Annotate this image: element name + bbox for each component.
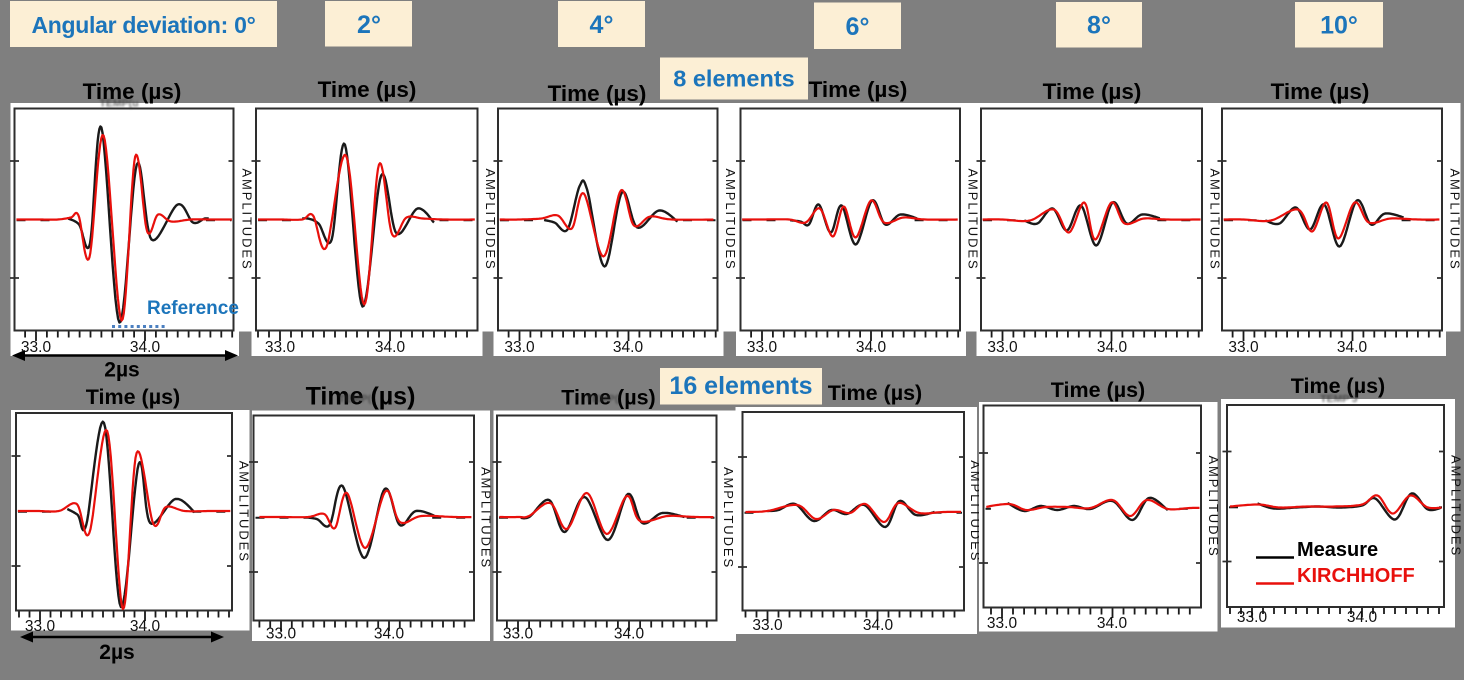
- svg-text:KIRCHHOFF: KIRCHHOFF: [1297, 565, 1415, 587]
- svg-text:33.0: 33.0: [504, 339, 535, 356]
- svg-text:Time (µs): Time (µs): [83, 79, 182, 104]
- svg-text:TEMP(: TEMP(: [339, 393, 372, 405]
- svg-text:Time (µs): Time (µs): [86, 385, 180, 409]
- svg-text:Time (µs): Time (µs): [828, 381, 922, 405]
- svg-text:AMPLITUDES: AMPLITUDES: [240, 168, 255, 270]
- svg-text:Time (µs): Time (µs): [1291, 374, 1385, 398]
- svg-text:AMPLITUDES: AMPLITUDES: [1448, 168, 1463, 270]
- svg-text:33.0: 33.0: [21, 339, 52, 356]
- svg-text:33.0: 33.0: [266, 626, 297, 643]
- svg-text:33.0: 33.0: [987, 615, 1018, 632]
- svg-text:8 elements: 8 elements: [673, 66, 794, 92]
- svg-text:Angular deviation: 0°: Angular deviation: 0°: [32, 12, 256, 38]
- svg-text:34.0: 34.0: [1337, 339, 1368, 356]
- svg-text:2°: 2°: [357, 11, 381, 39]
- svg-text:AMPLITUDES: AMPLITUDES: [1208, 168, 1223, 270]
- svg-text:AMPLITUDES: AMPLITUDES: [723, 168, 738, 270]
- svg-text:Time (µs): Time (µs): [318, 77, 417, 102]
- svg-text:Time (µs): Time (µs): [1043, 79, 1142, 104]
- svg-text:33.0: 33.0: [503, 626, 534, 643]
- svg-text:34.0: 34.0: [1097, 339, 1128, 356]
- svg-text:AMPLITUDES: AMPLITUDES: [1206, 455, 1221, 557]
- svg-text:Measure: Measure: [1297, 539, 1378, 561]
- svg-text:34.0: 34.0: [375, 339, 406, 356]
- svg-text:34.0: 34.0: [130, 618, 161, 635]
- svg-text:33.0: 33.0: [987, 339, 1018, 356]
- svg-text:AMPLITUDES: AMPLITUDES: [479, 467, 494, 569]
- svg-text:AMPLITUDES: AMPLITUDES: [483, 168, 498, 270]
- svg-text:Reference: Reference: [147, 298, 239, 319]
- svg-text:AMPLITUDES: AMPLITUDES: [966, 168, 981, 270]
- svg-text:33.0: 33.0: [1228, 339, 1259, 356]
- svg-text:6°: 6°: [846, 13, 870, 41]
- svg-text:Time (µs): Time (µs): [1051, 378, 1145, 402]
- svg-text:34.0: 34.0: [856, 339, 887, 356]
- svg-text:Time (µs): Time (µs): [561, 386, 655, 410]
- svg-text:34.0: 34.0: [614, 626, 645, 643]
- svg-text:33.0: 33.0: [747, 339, 778, 356]
- svg-text:34.0: 34.0: [130, 339, 161, 356]
- svg-text:33.0: 33.0: [265, 339, 296, 356]
- svg-text:AMPLITUDES: AMPLITUDES: [237, 461, 252, 563]
- svg-text:33.0: 33.0: [1237, 609, 1268, 626]
- svg-text:34.0: 34.0: [1097, 615, 1128, 632]
- svg-text:Time (µs): Time (µs): [548, 81, 647, 106]
- svg-text:34.0: 34.0: [863, 617, 894, 634]
- svg-text:10°: 10°: [1320, 12, 1358, 40]
- svg-text:34.0: 34.0: [374, 626, 405, 643]
- svg-text:AMPLITUDES: AMPLITUDES: [721, 467, 736, 569]
- svg-text:Time (µs): Time (µs): [306, 383, 416, 411]
- svg-text:2µs: 2µs: [99, 641, 134, 664]
- svg-text:16 elements: 16 elements: [669, 372, 812, 400]
- svg-text:Time (µs): Time (µs): [1271, 79, 1370, 104]
- svg-text:8°: 8°: [1087, 12, 1111, 40]
- svg-text:TEMP'J: TEMP'J: [1320, 393, 1358, 405]
- svg-text:TEMP(: TEMP(: [586, 393, 619, 405]
- svg-text:4°: 4°: [590, 11, 614, 39]
- svg-text:2µs: 2µs: [104, 359, 139, 382]
- svg-text:TEMP(u: TEMP(u: [99, 98, 138, 110]
- svg-text:AMPLITUDES: AMPLITUDES: [1449, 455, 1464, 557]
- svg-text:34.0: 34.0: [1347, 609, 1378, 626]
- svg-text:33.0: 33.0: [25, 618, 56, 635]
- svg-text:33.0: 33.0: [752, 617, 783, 634]
- svg-text:34.0: 34.0: [613, 339, 644, 356]
- svg-text:Time (µs): Time (µs): [809, 77, 908, 102]
